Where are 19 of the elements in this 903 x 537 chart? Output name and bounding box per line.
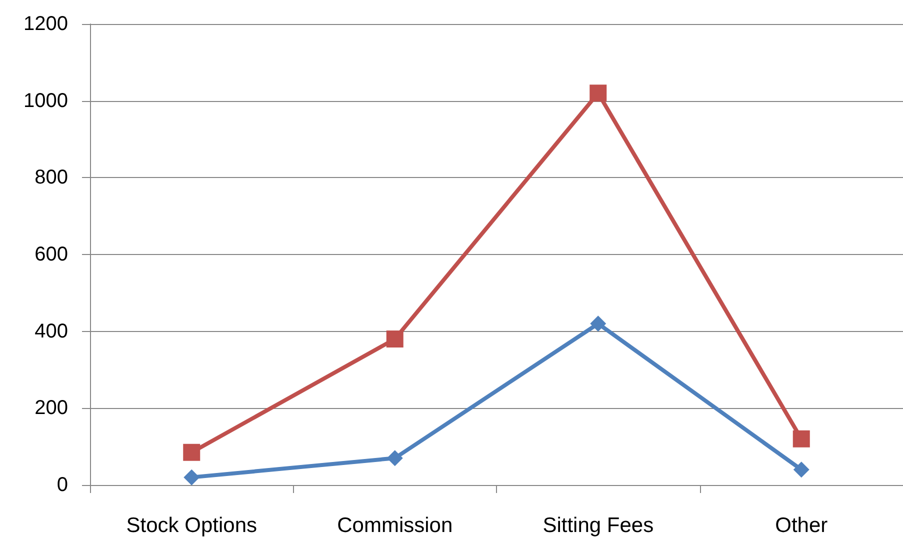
y-tick-label: 800 (34, 166, 68, 189)
point (792, 430, 810, 448)
y-tick-label: 1200 (24, 13, 68, 35)
x-tick-label: Stock Options (126, 514, 257, 537)
x-tick-label: Sitting Fees (542, 514, 654, 537)
y-tick-label: 200 (34, 397, 68, 420)
y-tick-label: 400 (34, 320, 68, 342)
x-tick-label: Other (775, 514, 828, 537)
point (793, 462, 810, 478)
point (590, 316, 606, 332)
point (590, 84, 607, 102)
point (386, 450, 403, 466)
y-tick-label: 1000 (24, 90, 68, 112)
point (183, 444, 200, 461)
point (184, 469, 200, 486)
point (386, 330, 404, 348)
y-tick-label: 600 (34, 244, 68, 266)
x-tick-label: Commission (337, 514, 453, 537)
y-tick-label: 0 (56, 474, 68, 496)
